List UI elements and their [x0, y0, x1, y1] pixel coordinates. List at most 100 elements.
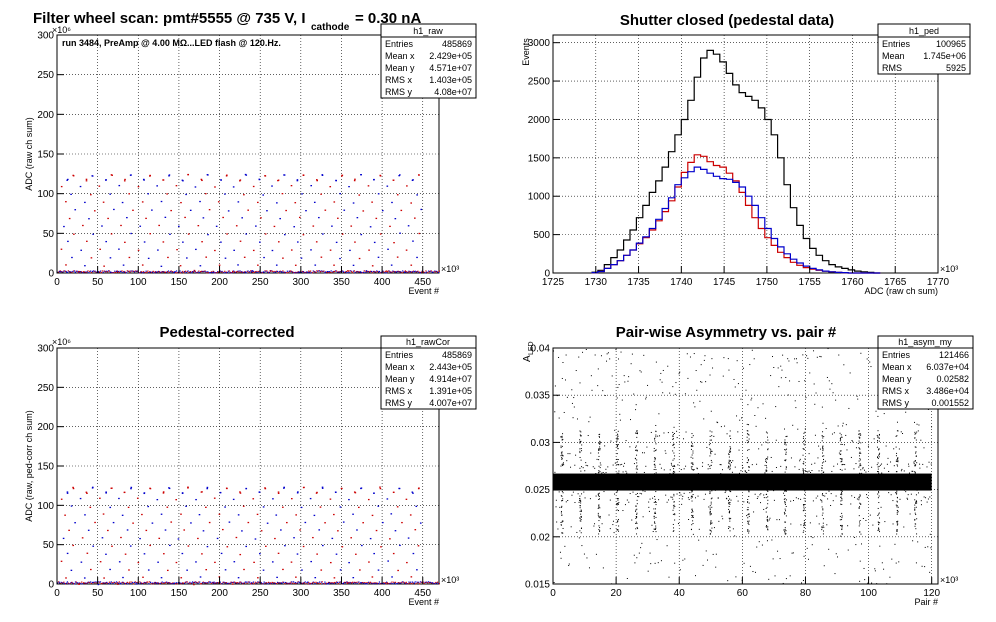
data-point — [673, 465, 675, 467]
data-point — [877, 415, 879, 417]
data-point — [158, 271, 161, 273]
data-point — [239, 491, 241, 493]
data-point — [617, 498, 619, 500]
data-point — [767, 456, 769, 458]
data-point — [692, 533, 694, 535]
data-point — [693, 402, 695, 404]
data-point — [802, 531, 804, 533]
data-point — [828, 490, 830, 492]
data-point — [747, 514, 749, 516]
data-point — [896, 501, 898, 503]
data-point — [617, 518, 619, 520]
data-point — [136, 581, 138, 584]
data-point — [347, 270, 349, 272]
data-point — [232, 271, 234, 273]
panel-raw-xlabel: Event # — [408, 286, 439, 296]
data-point — [622, 510, 624, 512]
data-point — [235, 536, 238, 539]
data-point — [598, 435, 600, 437]
data-point — [747, 462, 749, 464]
data-point — [599, 530, 601, 532]
data-point — [265, 270, 267, 272]
data-point — [121, 201, 124, 204]
data-point — [893, 465, 895, 467]
data-point — [598, 506, 600, 508]
data-point — [154, 581, 156, 584]
data-point — [82, 583, 84, 585]
data-point — [289, 270, 291, 273]
data-point — [739, 478, 741, 480]
data-point — [691, 514, 693, 516]
data-point — [92, 581, 94, 583]
data-point — [655, 531, 657, 533]
data-point — [338, 271, 340, 273]
data-point — [841, 469, 843, 471]
data-point — [747, 477, 749, 479]
panel-asym-x-multiplier: ×10³ — [940, 575, 958, 585]
data-point — [914, 499, 916, 501]
data-point — [237, 514, 240, 516]
data-point — [307, 581, 309, 583]
data-point — [568, 563, 570, 565]
data-point — [253, 271, 255, 273]
data-point — [555, 499, 557, 501]
data-point — [673, 495, 675, 497]
data-point — [616, 529, 618, 531]
data-point — [654, 459, 656, 461]
data-point — [219, 492, 222, 494]
data-point — [75, 270, 77, 272]
data-point — [84, 201, 86, 204]
data-point — [65, 270, 67, 272]
data-point — [901, 468, 903, 470]
data-point — [618, 384, 620, 386]
data-point — [597, 368, 599, 370]
y-tick-label: 0.025 — [525, 485, 550, 496]
data-point — [302, 582, 305, 584]
data-point — [349, 249, 351, 252]
data-point — [858, 455, 860, 457]
data-point — [785, 499, 787, 501]
data-point — [423, 271, 425, 273]
data-point — [638, 477, 640, 479]
data-point — [354, 582, 356, 584]
data-point — [729, 460, 731, 462]
data-point — [780, 465, 782, 467]
data-point — [371, 514, 374, 517]
data-point — [691, 436, 693, 438]
data-point — [883, 568, 885, 570]
data-point — [301, 270, 304, 273]
data-point — [208, 521, 211, 524]
data-point — [615, 349, 617, 351]
data-point — [709, 374, 711, 376]
data-point — [107, 217, 109, 220]
data-point — [258, 491, 261, 493]
data-point — [198, 581, 200, 583]
data-point — [354, 492, 357, 494]
data-point — [554, 471, 556, 473]
data-point — [747, 460, 749, 462]
data-point — [635, 493, 637, 495]
data-point — [877, 529, 879, 531]
data-point — [821, 440, 823, 442]
data-point — [644, 490, 646, 492]
data-point — [132, 522, 134, 524]
data-point — [840, 439, 842, 441]
data-point — [618, 358, 620, 360]
data-point — [709, 529, 711, 531]
data-point — [636, 533, 638, 535]
data-point — [841, 526, 843, 528]
data-point — [597, 507, 599, 509]
data-point — [659, 463, 661, 465]
data-point — [655, 504, 657, 506]
data-point — [784, 439, 786, 441]
data-point — [66, 179, 68, 181]
data-point — [220, 583, 222, 585]
data-point — [295, 271, 297, 274]
data-point — [185, 193, 187, 196]
data-point — [419, 271, 421, 273]
data-point — [874, 568, 876, 570]
data-point — [674, 486, 676, 488]
data-point — [782, 354, 784, 356]
data-point — [362, 522, 364, 524]
data-point — [656, 539, 658, 541]
